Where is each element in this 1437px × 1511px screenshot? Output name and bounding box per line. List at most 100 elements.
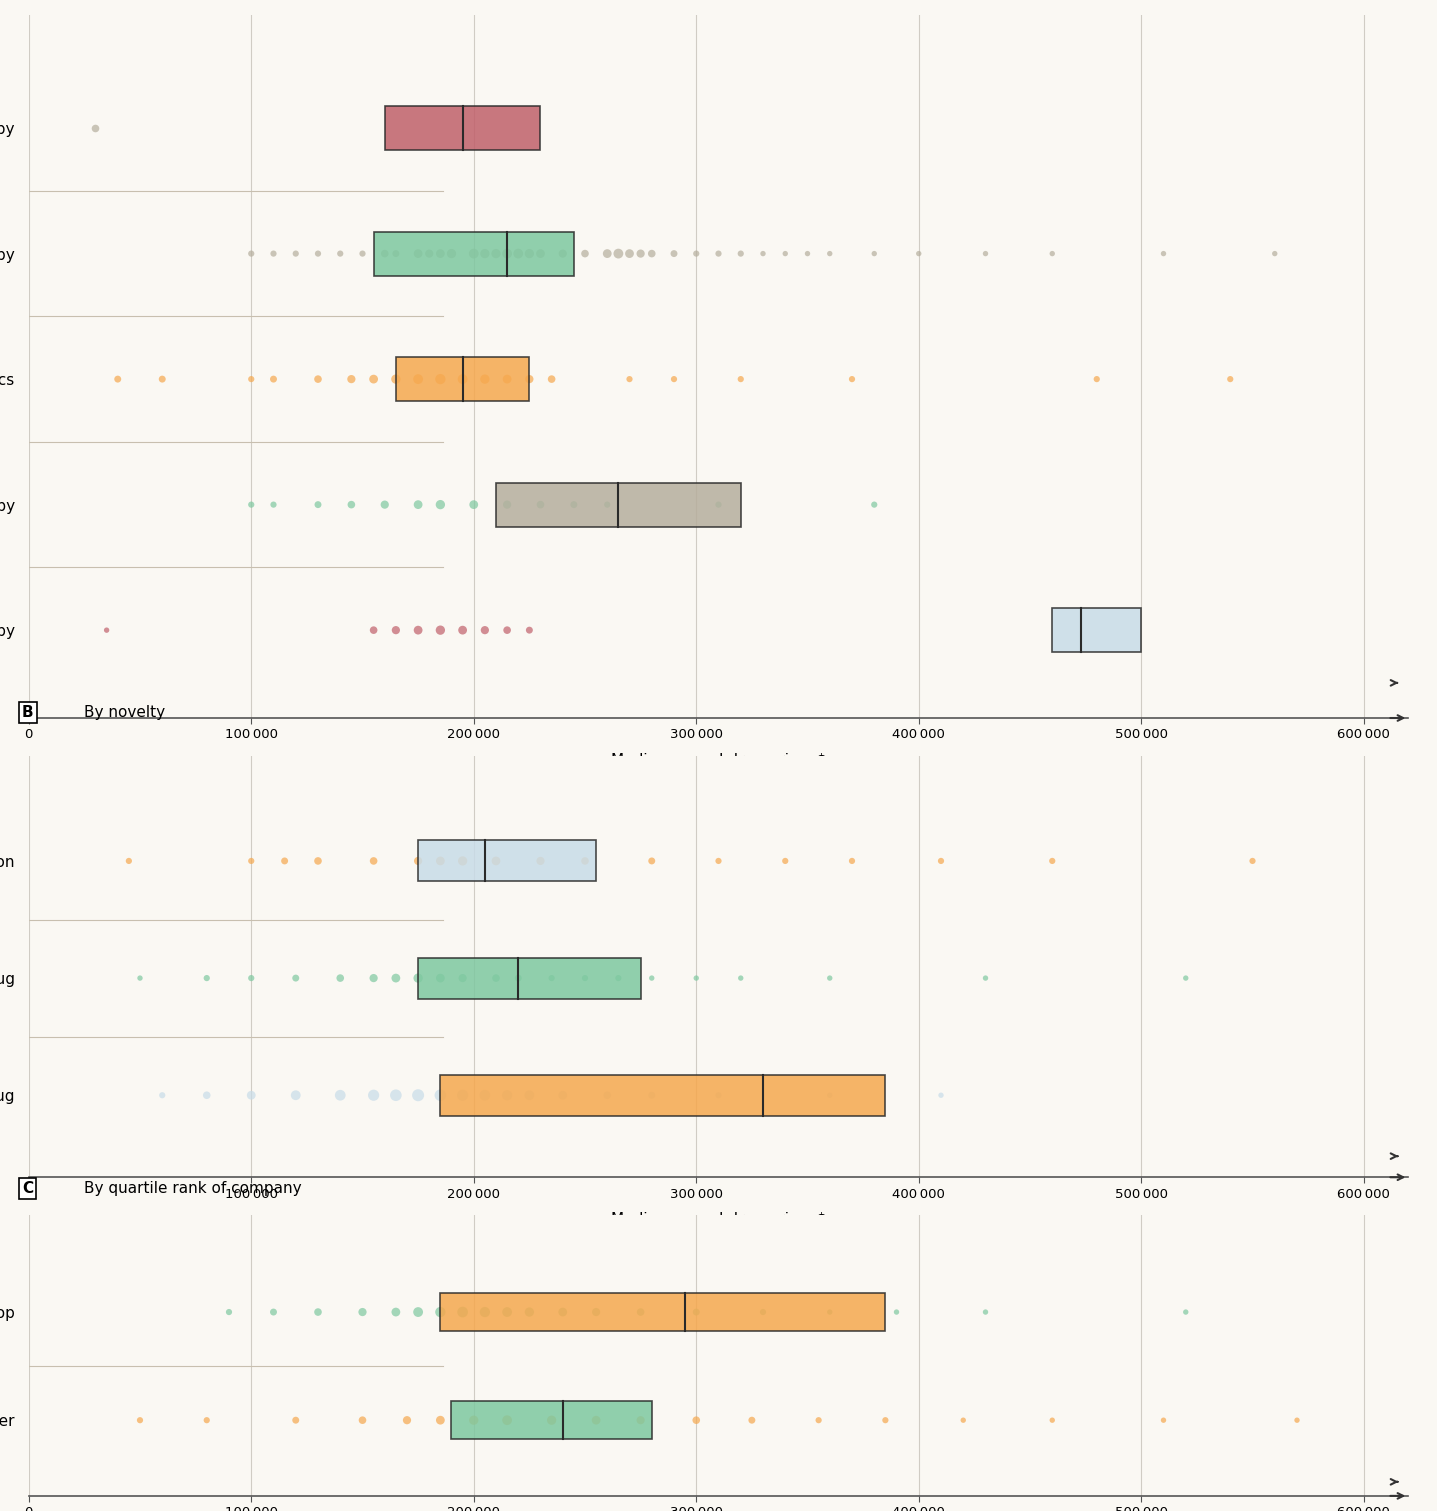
Point — [306, 1299, 329, 1324]
Point — [341, 367, 364, 391]
Point — [740, 1408, 763, 1432]
X-axis label: Median annual drug price, $: Median annual drug price, $ — [611, 752, 826, 768]
Point — [517, 618, 540, 642]
FancyBboxPatch shape — [418, 840, 596, 881]
Point — [1040, 242, 1063, 266]
Point — [540, 966, 563, 990]
Point — [384, 618, 407, 642]
Point — [351, 1299, 374, 1324]
Point — [629, 1299, 652, 1324]
Point — [407, 242, 430, 266]
Point — [407, 618, 430, 642]
Point — [707, 493, 730, 517]
Point — [384, 367, 407, 391]
Point — [606, 966, 629, 990]
Point — [473, 1083, 496, 1108]
Point — [428, 1083, 451, 1108]
Point — [540, 367, 563, 391]
Point — [707, 1083, 730, 1108]
Point — [517, 1299, 540, 1324]
Point — [796, 242, 819, 266]
FancyBboxPatch shape — [440, 1293, 885, 1331]
Point — [374, 493, 397, 517]
Point — [606, 242, 629, 266]
Point — [428, 242, 451, 266]
Point — [707, 242, 730, 266]
Point — [428, 966, 451, 990]
Point — [573, 242, 596, 266]
Point — [517, 367, 540, 391]
Point — [451, 1083, 474, 1108]
Point — [1152, 1408, 1175, 1432]
Point — [529, 493, 552, 517]
Point — [473, 1299, 496, 1324]
Point — [195, 1408, 218, 1432]
Point — [118, 849, 141, 873]
Point — [128, 966, 151, 990]
Point — [285, 242, 308, 266]
Point — [341, 493, 364, 517]
Point — [285, 966, 308, 990]
Point — [885, 1299, 908, 1324]
Point — [195, 966, 218, 990]
Point — [729, 242, 752, 266]
Point — [540, 1408, 563, 1432]
Point — [562, 493, 585, 517]
X-axis label: Median annual drug price, $: Median annual drug price, $ — [611, 1212, 826, 1227]
Point — [285, 1408, 308, 1432]
Point — [618, 367, 641, 391]
Point — [463, 493, 486, 517]
Point — [306, 367, 329, 391]
Point — [818, 242, 841, 266]
Point — [451, 966, 474, 990]
Point — [596, 242, 619, 266]
Point — [240, 849, 263, 873]
Point — [329, 1083, 352, 1108]
Point — [374, 242, 397, 266]
Text: C: C — [22, 1182, 33, 1197]
Point — [974, 1299, 997, 1324]
Point — [662, 242, 685, 266]
Point — [641, 1083, 664, 1108]
Point — [473, 242, 496, 266]
Text: By novelty: By novelty — [83, 706, 165, 719]
Point — [585, 1299, 608, 1324]
Point — [151, 1083, 174, 1108]
Point — [1242, 849, 1265, 873]
Point — [552, 1083, 575, 1108]
Point — [428, 849, 451, 873]
Point — [262, 1299, 285, 1324]
Point — [240, 966, 263, 990]
Point — [517, 1083, 540, 1108]
Point — [473, 367, 496, 391]
Point — [507, 242, 530, 266]
Point — [496, 1408, 519, 1432]
FancyBboxPatch shape — [496, 482, 740, 527]
Point — [240, 367, 263, 391]
Point — [685, 1299, 708, 1324]
Point — [874, 1408, 897, 1432]
Point — [384, 242, 407, 266]
Point — [1219, 367, 1242, 391]
Point — [428, 493, 451, 517]
Point — [729, 367, 752, 391]
Point — [773, 242, 796, 266]
Point — [262, 367, 285, 391]
Point — [496, 493, 519, 517]
FancyBboxPatch shape — [418, 958, 641, 999]
Point — [818, 966, 841, 990]
Point — [407, 966, 430, 990]
Point — [1152, 242, 1175, 266]
FancyBboxPatch shape — [440, 1074, 885, 1115]
Text: B: B — [22, 706, 33, 719]
Point — [451, 367, 474, 391]
Point — [841, 849, 864, 873]
Point — [496, 1083, 519, 1108]
Point — [306, 493, 329, 517]
Point — [552, 242, 575, 266]
Point — [384, 1299, 407, 1324]
Point — [1263, 242, 1286, 266]
Point — [362, 1083, 385, 1108]
Point — [262, 242, 285, 266]
Point — [407, 367, 430, 391]
